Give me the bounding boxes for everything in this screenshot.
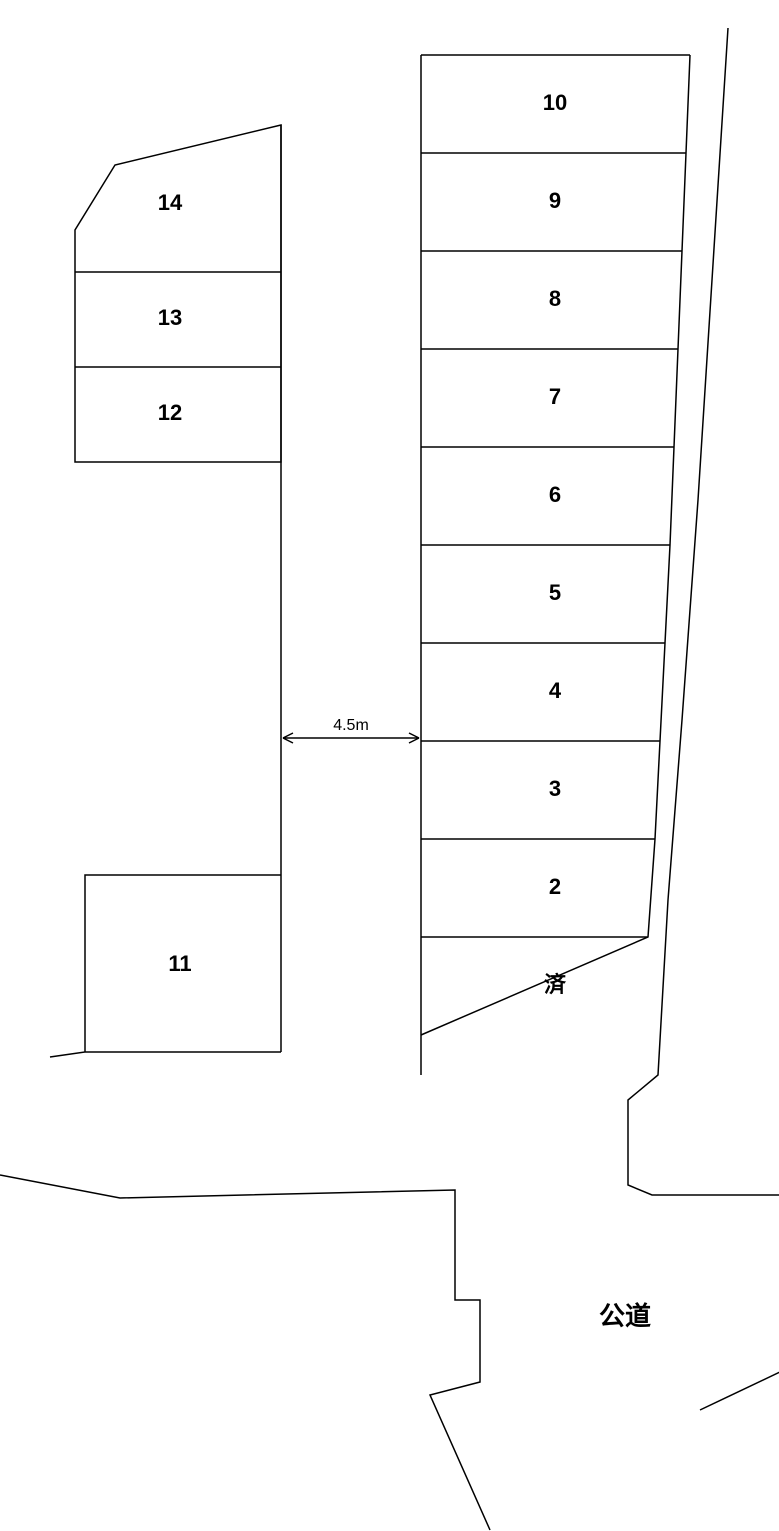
lower-path [0,1175,490,1530]
lot-label: 4 [549,678,562,703]
lot-label: 8 [549,286,561,311]
lot-label: 13 [158,305,182,330]
lot-label: 9 [549,188,561,213]
lot-label: 済 [544,972,567,997]
dimension-label: 4.5m [333,717,369,734]
lot-label: 14 [158,190,183,215]
lot-label: 12 [158,400,182,425]
lot-label: 10 [543,90,567,115]
outer-right-road [628,28,779,1195]
lot-label: 7 [549,384,561,409]
lot-11-outline [50,875,281,1057]
lot-label: 11 [168,951,191,976]
road-label: 公道 [599,1301,651,1331]
lot-label: 6 [549,482,561,507]
lot-label: 3 [549,776,561,801]
lower-path [700,1372,779,1410]
lot-label: 2 [549,874,561,899]
lot-label: 5 [549,580,561,605]
